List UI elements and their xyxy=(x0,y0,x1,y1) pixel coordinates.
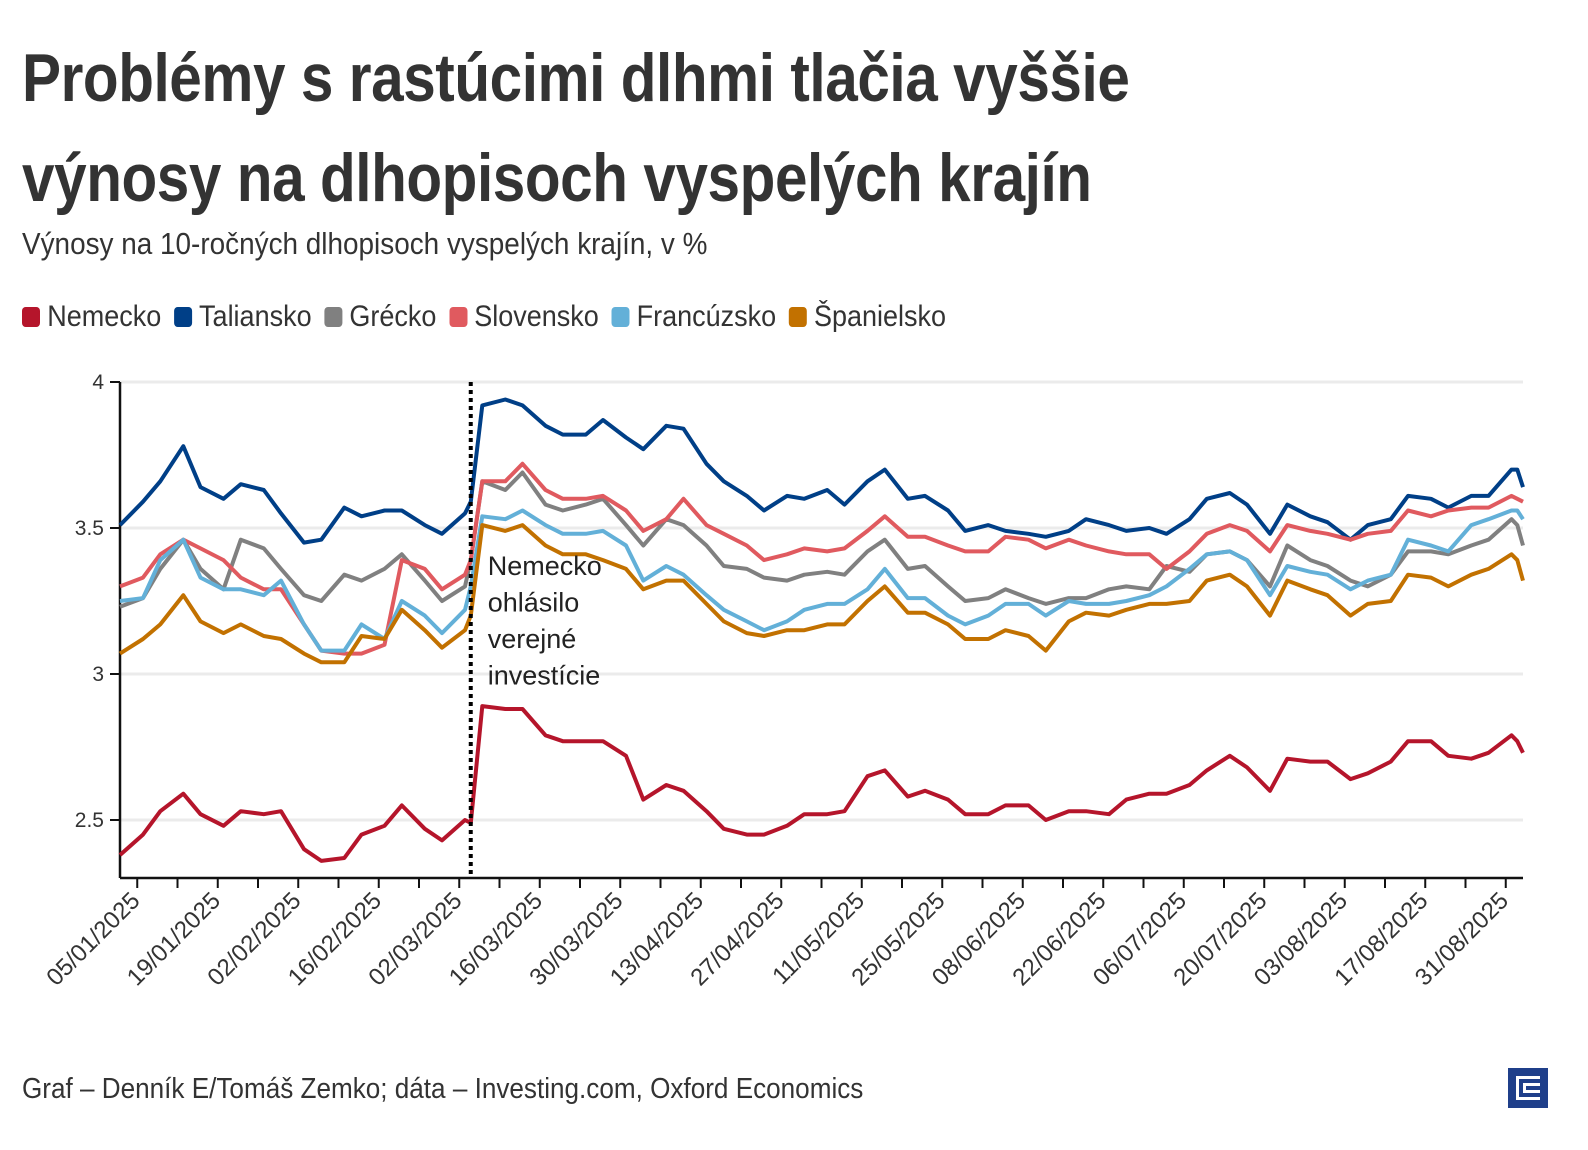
legend-swatch xyxy=(22,307,40,327)
title-line-2: výnosy na dlhopisoch vyspelých krajín xyxy=(22,140,1092,216)
series-line-Španielsko xyxy=(118,523,1525,665)
legend-item-4: Francúzsko xyxy=(611,300,776,334)
y-tick-label: 2.5 xyxy=(75,809,104,832)
legend-label: Slovensko xyxy=(474,300,599,333)
annotation-text: Nemecko xyxy=(488,551,602,581)
legend-label: Francúzsko xyxy=(636,300,777,333)
legend-item-0: Nemecko xyxy=(22,300,161,334)
title-line-1: Problémy s rastúcimi dlhmi tlačia vyššie xyxy=(22,40,1130,116)
series-line-Slovensko xyxy=(119,461,1524,656)
legend-item-1: Taliansko xyxy=(173,300,312,334)
series-line-Grécko xyxy=(119,470,1525,609)
series-line-Taliansko xyxy=(118,397,1525,545)
legend-swatch xyxy=(173,307,192,327)
e-logo-icon xyxy=(1508,1068,1548,1108)
legend-swatch xyxy=(611,307,630,327)
legend-swatch xyxy=(324,307,343,327)
legend-item-3: Slovensko xyxy=(449,300,599,334)
source-note: Graf – Denník E/Tomáš Zemko; dáta – Inve… xyxy=(22,1073,864,1105)
legend-label: Španielsko xyxy=(813,300,947,333)
legend: Nemecko Taliansko Grécko Slovensko Franc… xyxy=(22,300,946,334)
y-tick-label: 4 xyxy=(92,371,104,394)
chart-title: Problémy s rastúcimi dlhmi tlačia vyššie… xyxy=(22,28,1130,228)
legend-swatch xyxy=(449,307,468,327)
series-line-Nemecko xyxy=(118,704,1525,863)
annotation-text: investície xyxy=(488,661,601,691)
y-tick-label: 3 xyxy=(92,663,104,686)
legend-label: Nemecko xyxy=(47,300,162,333)
legend-item-2: Grécko xyxy=(324,300,436,334)
legend-label: Grécko xyxy=(349,300,437,333)
series-line-Francúzsko xyxy=(119,508,1525,653)
y-tick-label: 3.5 xyxy=(75,517,104,540)
annotation-text: verejné xyxy=(488,624,577,654)
legend-label: Taliansko xyxy=(199,300,312,333)
annotation-text: ohlásilo xyxy=(488,588,580,618)
legend-item-5: Španielsko xyxy=(788,300,947,334)
chart-subtitle: Výnosy na 10-ročných dlhopisoch vyspelýc… xyxy=(22,226,708,261)
legend-swatch xyxy=(788,307,807,327)
